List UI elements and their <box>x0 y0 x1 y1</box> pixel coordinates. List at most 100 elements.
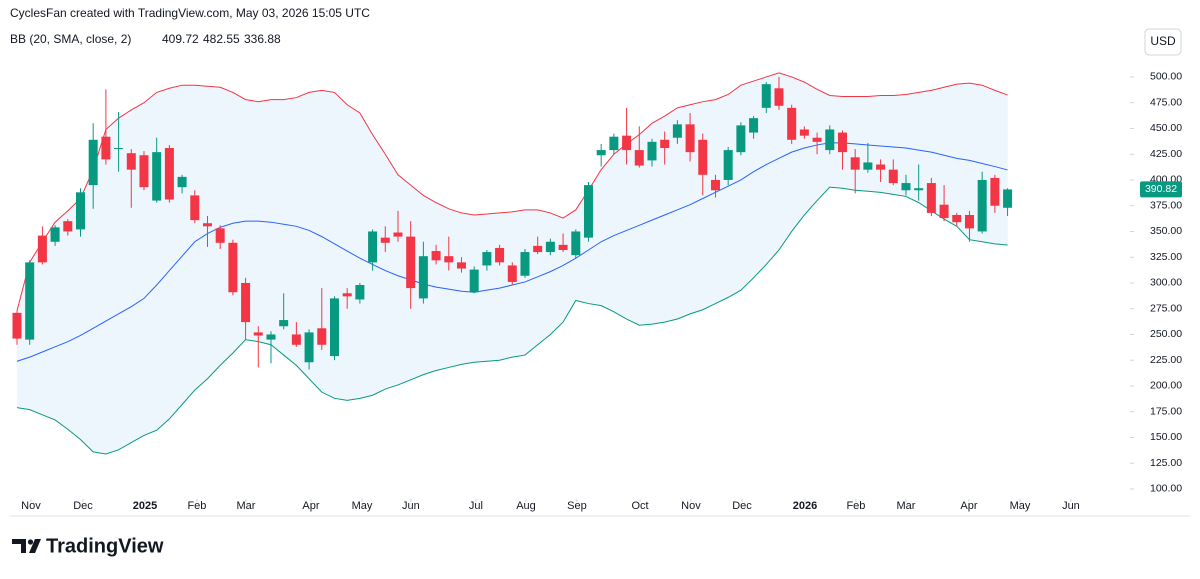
x-tick-label: Apr <box>302 500 319 512</box>
candle-body <box>660 139 670 149</box>
candle-body <box>37 235 47 263</box>
candle-body <box>469 269 479 293</box>
candle-body <box>672 124 682 138</box>
candle-body <box>799 129 809 136</box>
candle-body <box>482 252 492 266</box>
candle-body <box>177 176 187 188</box>
candle-body <box>939 204 949 219</box>
candle-body <box>736 125 746 153</box>
candle-body <box>215 228 225 243</box>
candle-body <box>368 231 378 263</box>
y-tick-label: 300.00 <box>1150 277 1182 289</box>
candle-body <box>12 312 22 339</box>
candle-body <box>634 150 644 166</box>
candle-body <box>139 155 149 188</box>
candle-body <box>545 241 555 253</box>
candle-body <box>317 328 327 345</box>
candle-body <box>901 183 911 191</box>
header-text: CyclesFan created with TradingView.com, … <box>10 6 370 20</box>
candle-body <box>825 129 835 151</box>
logo-text: TradingView <box>46 535 164 557</box>
candle-body <box>596 150 606 156</box>
candle-body <box>952 214 962 223</box>
x-tick-label: Apr <box>960 500 977 512</box>
y-tick-label: 375.00 <box>1150 199 1182 211</box>
candle-body <box>241 282 251 323</box>
candle-body <box>291 334 301 345</box>
candle-body <box>393 232 403 237</box>
candle-body <box>647 141 657 161</box>
x-tick-label: 2026 <box>793 500 817 512</box>
candle-body <box>101 136 111 160</box>
candle-body <box>964 214 974 229</box>
indicator-label[interactable]: BB (20, SMA, close, 2) <box>10 32 131 46</box>
y-tick-label: 450.00 <box>1150 122 1182 134</box>
y-tick-label: 225.00 <box>1150 354 1182 366</box>
candle-body <box>876 164 886 170</box>
y-tick-label: 125.00 <box>1150 457 1182 469</box>
y-tick-label: 200.00 <box>1150 380 1182 392</box>
x-tick-label: Nov <box>21 500 41 512</box>
bollinger-line <box>16 72 1008 311</box>
y-tick-label: 100.00 <box>1150 483 1182 495</box>
y-tick-label: 175.00 <box>1150 405 1182 417</box>
candle-body <box>266 334 276 340</box>
currency-label[interactable]: USD <box>1150 34 1176 48</box>
x-tick-label: Jun <box>1062 500 1080 512</box>
candle-body <box>329 298 339 357</box>
legend-value: 482.55 <box>203 32 240 46</box>
x-tick-label: Mar <box>896 500 915 512</box>
x-tick-label: Mar <box>236 500 255 512</box>
legend-value: 409.72 <box>162 32 199 46</box>
x-tick-label: Feb <box>187 500 206 512</box>
y-tick-label: 275.00 <box>1150 302 1182 314</box>
candle-body <box>990 177 1000 206</box>
candle-body <box>685 124 695 153</box>
candle-body <box>380 237 390 243</box>
candle-body <box>406 236 416 289</box>
y-tick-label: 325.00 <box>1150 251 1182 263</box>
candle-body <box>761 84 771 108</box>
x-tick-label: Oct <box>631 500 648 512</box>
x-tick-label: Dec <box>73 500 93 512</box>
x-tick-label: May <box>352 500 373 512</box>
candle-body <box>571 231 581 256</box>
x-tick-label: Aug <box>516 500 536 512</box>
x-tick-label: Feb <box>846 500 865 512</box>
candle-body <box>431 251 441 261</box>
candle-body <box>202 223 212 227</box>
candle-body <box>253 332 263 336</box>
candle-body <box>304 332 314 363</box>
candle-body <box>342 293 352 297</box>
candle-body <box>837 132 847 153</box>
y-tick-label: 250.00 <box>1150 328 1182 340</box>
candle-body <box>279 320 289 327</box>
x-tick-label: Jul <box>469 500 483 512</box>
x-tick-label: Jun <box>402 500 420 512</box>
candle-body <box>495 247 505 263</box>
candle-body <box>190 195 200 221</box>
candle-body <box>228 242 238 293</box>
currency-button[interactable] <box>1144 28 1182 56</box>
candle-body <box>558 244 568 251</box>
candle-body <box>520 252 530 276</box>
x-tick-label: 2025 <box>133 500 157 512</box>
candle-body <box>850 157 860 170</box>
y-tick-label: 350.00 <box>1150 225 1182 237</box>
x-tick-label: May <box>1010 500 1031 512</box>
candle-body <box>977 179 987 232</box>
candle-body <box>583 185 593 238</box>
candle-body <box>533 245 543 253</box>
y-tick-label: 475.00 <box>1150 96 1182 108</box>
candle-body <box>609 136 619 151</box>
candle-body <box>50 227 60 242</box>
x-tick-label: Dec <box>732 500 752 512</box>
y-tick-label: 500.00 <box>1150 71 1182 83</box>
candle-body <box>698 139 708 175</box>
candle-body <box>710 179 720 191</box>
candle-body <box>863 162 873 170</box>
candle-body <box>888 169 898 184</box>
y-tick-label: 425.00 <box>1150 148 1182 160</box>
y-tick-label: 150.00 <box>1150 431 1182 443</box>
